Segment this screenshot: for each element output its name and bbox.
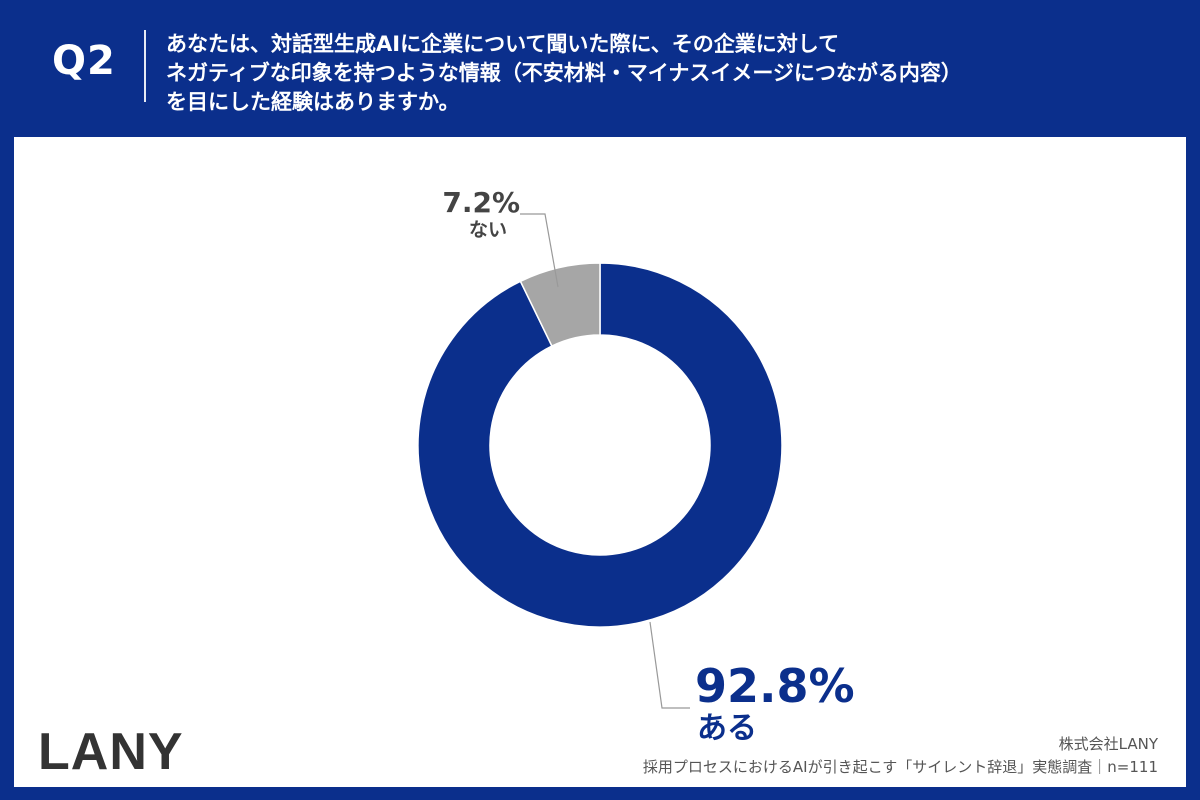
header: Q2 あなたは、対話型生成AIに企業について聞いた際に、その企業に対して ネガテ… xyxy=(0,0,1200,137)
question-line-2: ネガティブな印象を持つような情報（不安材料・マイナスイメージにつながる内容） xyxy=(166,61,962,85)
footer-source: 採用プロセスにおけるAIが引き起こす「サイレント辞退」実態調査｜n=111 xyxy=(642,758,1158,776)
leader-line-aru xyxy=(649,621,690,709)
chart-panel xyxy=(14,137,1186,787)
donut-slices xyxy=(417,262,783,628)
lany-logo: LANY xyxy=(38,723,184,781)
footer: 株式会社LANY 採用プロセスにおけるAIが引き起こす「サイレント辞退」実態調査… xyxy=(643,733,1158,779)
data-label-nai-percent: 7.2% xyxy=(442,186,520,219)
data-label-nai-category: ない xyxy=(469,219,507,241)
data-label-aru-category: ある xyxy=(697,711,757,746)
question-line-1: あなたは、対話型生成AIに企業について聞いた際に、その企業に対して xyxy=(166,32,840,56)
footer-company: 株式会社LANY xyxy=(1058,735,1158,753)
donut-slice-aru xyxy=(417,262,783,628)
question-text: あなたは、対話型生成AIに企業について聞いた際に、その企業に対して ネガティブな… xyxy=(166,30,1166,117)
donut-slice-nai xyxy=(519,262,601,348)
question-label: Q2 xyxy=(52,38,116,84)
leader-line-nai xyxy=(520,213,559,288)
data-label-aru-percent: 92.8% xyxy=(695,659,855,713)
question-divider xyxy=(144,30,146,102)
question-line-3: を目にした経験はありますか。 xyxy=(166,90,460,114)
